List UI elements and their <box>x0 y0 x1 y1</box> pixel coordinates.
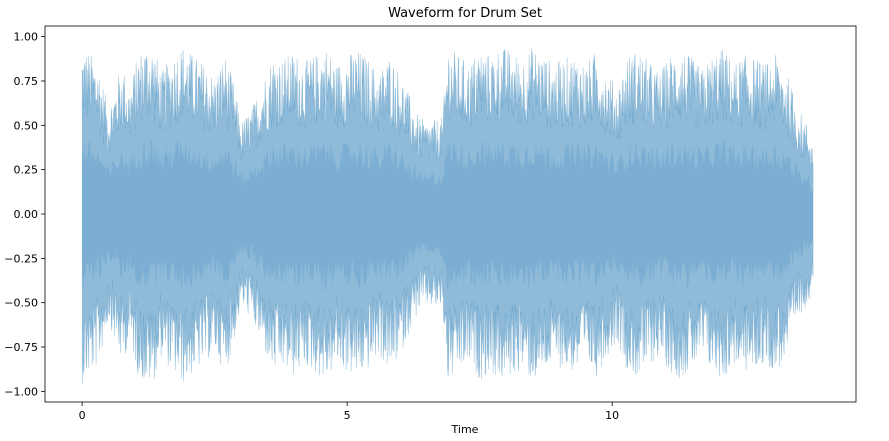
y-tick-label: 1.00 <box>14 31 39 44</box>
chart-title: Waveform for Drum Set <box>388 6 542 21</box>
plot-area <box>81 48 814 384</box>
y-tick-label: −0.25 <box>4 252 38 265</box>
y-tick-label: 0.00 <box>14 208 39 221</box>
x-tick-label: 5 <box>344 409 351 422</box>
waveform-core <box>82 138 814 292</box>
x-axis-label: Time <box>451 423 479 436</box>
y-tick-label: −0.50 <box>4 297 38 310</box>
waveform-series <box>81 48 814 384</box>
x-tick-label: 10 <box>605 409 619 422</box>
y-tick-label: −0.75 <box>4 341 38 354</box>
y-tick-label: −1.00 <box>4 385 38 398</box>
x-tick-label: 0 <box>79 409 86 422</box>
y-tick-label: 0.75 <box>14 75 39 88</box>
y-tick-label: 0.50 <box>14 119 39 132</box>
y-tick-label: 0.25 <box>14 164 39 177</box>
x-axis: 0 5 10 <box>79 402 619 422</box>
y-axis: −1.00 −0.75 −0.50 −0.25 0.00 0.25 0.50 0.75 1.00 <box>4 31 45 398</box>
